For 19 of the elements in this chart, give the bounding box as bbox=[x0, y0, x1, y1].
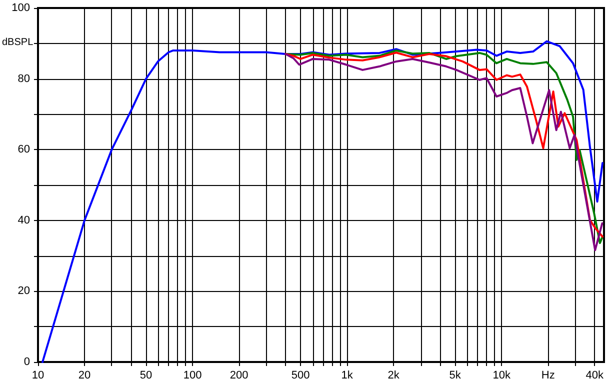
x-tick-label: 20 bbox=[78, 370, 91, 382]
x-tick-label: 200 bbox=[230, 370, 248, 382]
y-tick-label: 20 bbox=[18, 285, 30, 298]
y-tick-label: 100 bbox=[12, 2, 30, 14]
x-tick-label: 500 bbox=[291, 370, 310, 382]
x-tick-label: 40k bbox=[586, 370, 604, 382]
x-tick-label: 100 bbox=[183, 370, 202, 382]
x-tick-label: 10k bbox=[492, 370, 511, 382]
x-tick-label: Hz bbox=[541, 370, 555, 382]
x-tick-label: 5k bbox=[449, 370, 462, 382]
x-tick-label: 1k bbox=[341, 370, 354, 382]
y-tick-label: 0 bbox=[24, 356, 30, 368]
x-tick-label: 50 bbox=[140, 370, 152, 382]
x-tick-label: 10 bbox=[32, 370, 44, 382]
y-axis-title: dBSPL bbox=[2, 36, 34, 48]
y-tick-label: 40 bbox=[18, 214, 30, 226]
x-tick-label: 2k bbox=[388, 370, 400, 382]
y-tick-label: 80 bbox=[18, 72, 30, 85]
y-tick-label: 60 bbox=[18, 144, 30, 156]
